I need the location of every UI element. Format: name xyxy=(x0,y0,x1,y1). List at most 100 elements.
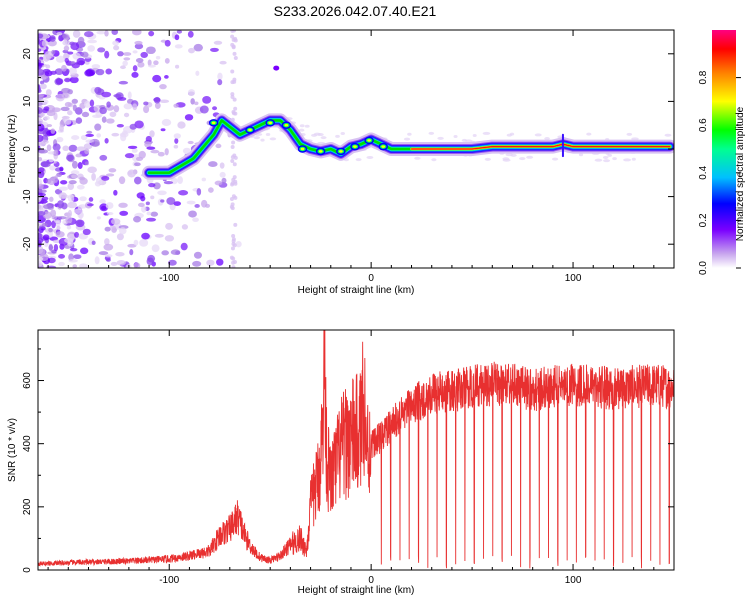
noise-speckle xyxy=(173,144,179,149)
noise-speckle xyxy=(74,231,80,238)
snr-panel: -100 0 100 0 200 400 600 Height of straight lin… xyxy=(7,329,675,596)
noise-speckle xyxy=(196,188,202,196)
noise-speckle xyxy=(39,112,45,117)
noise-speckle xyxy=(173,103,179,108)
noise-speckle xyxy=(40,161,49,167)
noise-speckle xyxy=(215,143,222,149)
noise-speckle xyxy=(403,137,411,141)
noise-speckle xyxy=(91,172,96,181)
noise-speckle xyxy=(506,133,512,137)
noise-speckle xyxy=(123,52,132,56)
noise-speckle xyxy=(129,123,137,130)
noise-speckle xyxy=(273,65,280,71)
noise-speckle xyxy=(133,216,142,223)
noise-speckle xyxy=(202,96,212,104)
noise-speckle xyxy=(38,33,44,39)
noise-speckle xyxy=(71,160,78,169)
noise-speckle xyxy=(152,74,162,83)
noise-speckle xyxy=(192,217,199,222)
noise-speckle xyxy=(230,206,235,211)
noise-speckle xyxy=(214,180,223,186)
noise-speckle xyxy=(41,222,48,227)
noise-speckle xyxy=(38,211,46,217)
noise-speckle xyxy=(164,148,169,156)
x-tick-label: 0 xyxy=(368,575,374,586)
noise-speckle xyxy=(232,79,237,84)
noise-speckle xyxy=(116,233,124,241)
y-axis-label: Frequency (Hz) xyxy=(7,115,18,184)
ridge-peak xyxy=(300,147,305,151)
noise-speckle xyxy=(41,39,48,48)
noise-speckle xyxy=(59,166,64,172)
noise-speckle xyxy=(101,116,107,123)
noise-speckle xyxy=(304,124,310,128)
noise-speckle xyxy=(210,47,219,52)
noise-speckle xyxy=(232,243,237,248)
noise-speckle xyxy=(61,64,67,72)
noise-speckle xyxy=(51,107,61,113)
noise-speckle xyxy=(86,203,94,207)
x-tick-label: -100 xyxy=(159,575,179,586)
noise-speckle xyxy=(108,168,117,173)
noise-speckle xyxy=(94,86,102,94)
noise-speckle xyxy=(146,146,156,150)
noise-speckle xyxy=(92,114,102,118)
noise-speckle xyxy=(111,132,120,137)
noise-speckle xyxy=(123,57,131,61)
noise-speckle xyxy=(38,225,44,229)
noise-speckle xyxy=(150,195,155,200)
noise-speckle xyxy=(231,194,236,199)
noise-speckle xyxy=(83,100,92,108)
noise-speckle xyxy=(194,101,199,106)
noise-speckle xyxy=(602,155,609,159)
noise-speckle xyxy=(311,133,318,137)
noise-speckle xyxy=(578,153,584,157)
noise-speckle xyxy=(39,83,47,90)
noise-speckle xyxy=(155,55,161,60)
noise-speckle xyxy=(165,222,173,230)
noise-speckle xyxy=(43,106,50,111)
ridge-peak xyxy=(268,121,272,125)
noise-speckle xyxy=(45,64,51,69)
noise-speckle xyxy=(89,99,95,107)
x-tick-label: -100 xyxy=(159,273,179,284)
noise-speckle xyxy=(113,105,120,113)
noise-speckle xyxy=(140,51,149,58)
noise-speckle xyxy=(68,258,78,263)
noise-speckle xyxy=(50,70,57,75)
noise-speckle xyxy=(48,177,56,186)
noise-speckle xyxy=(103,243,114,251)
noise-speckle xyxy=(623,158,632,162)
noise-speckle xyxy=(148,183,156,188)
noise-speckle xyxy=(38,94,45,98)
colorbar-gradient xyxy=(712,30,736,268)
noise-speckle xyxy=(184,114,194,121)
noise-speckle xyxy=(72,264,78,268)
noise-speckle xyxy=(38,107,43,115)
noise-speckle xyxy=(38,152,41,157)
noise-speckle xyxy=(123,103,133,110)
x-tick-label: 0 xyxy=(368,273,374,284)
noise-speckle xyxy=(355,158,362,162)
noise-speckle xyxy=(46,124,53,128)
noise-speckle xyxy=(56,31,63,36)
noise-speckle xyxy=(43,115,50,121)
noise-speckle xyxy=(586,132,592,136)
noise-speckle xyxy=(231,109,236,114)
noise-speckle xyxy=(453,134,458,138)
noise-speckle xyxy=(71,174,78,179)
noise-speckle xyxy=(150,211,159,217)
noise-speckle xyxy=(145,46,156,55)
noise-speckle xyxy=(90,141,100,147)
noise-speckle xyxy=(38,183,44,190)
noise-speckle xyxy=(127,243,137,248)
noise-speckle xyxy=(117,96,127,101)
noise-speckle xyxy=(219,171,226,178)
noise-speckle xyxy=(131,148,138,153)
noise-speckle xyxy=(260,138,265,142)
noise-speckle xyxy=(111,218,121,225)
noise-speckle xyxy=(229,255,234,260)
noise-speckle xyxy=(56,136,64,143)
noise-speckle xyxy=(253,136,261,140)
noise-speckle xyxy=(55,55,65,63)
